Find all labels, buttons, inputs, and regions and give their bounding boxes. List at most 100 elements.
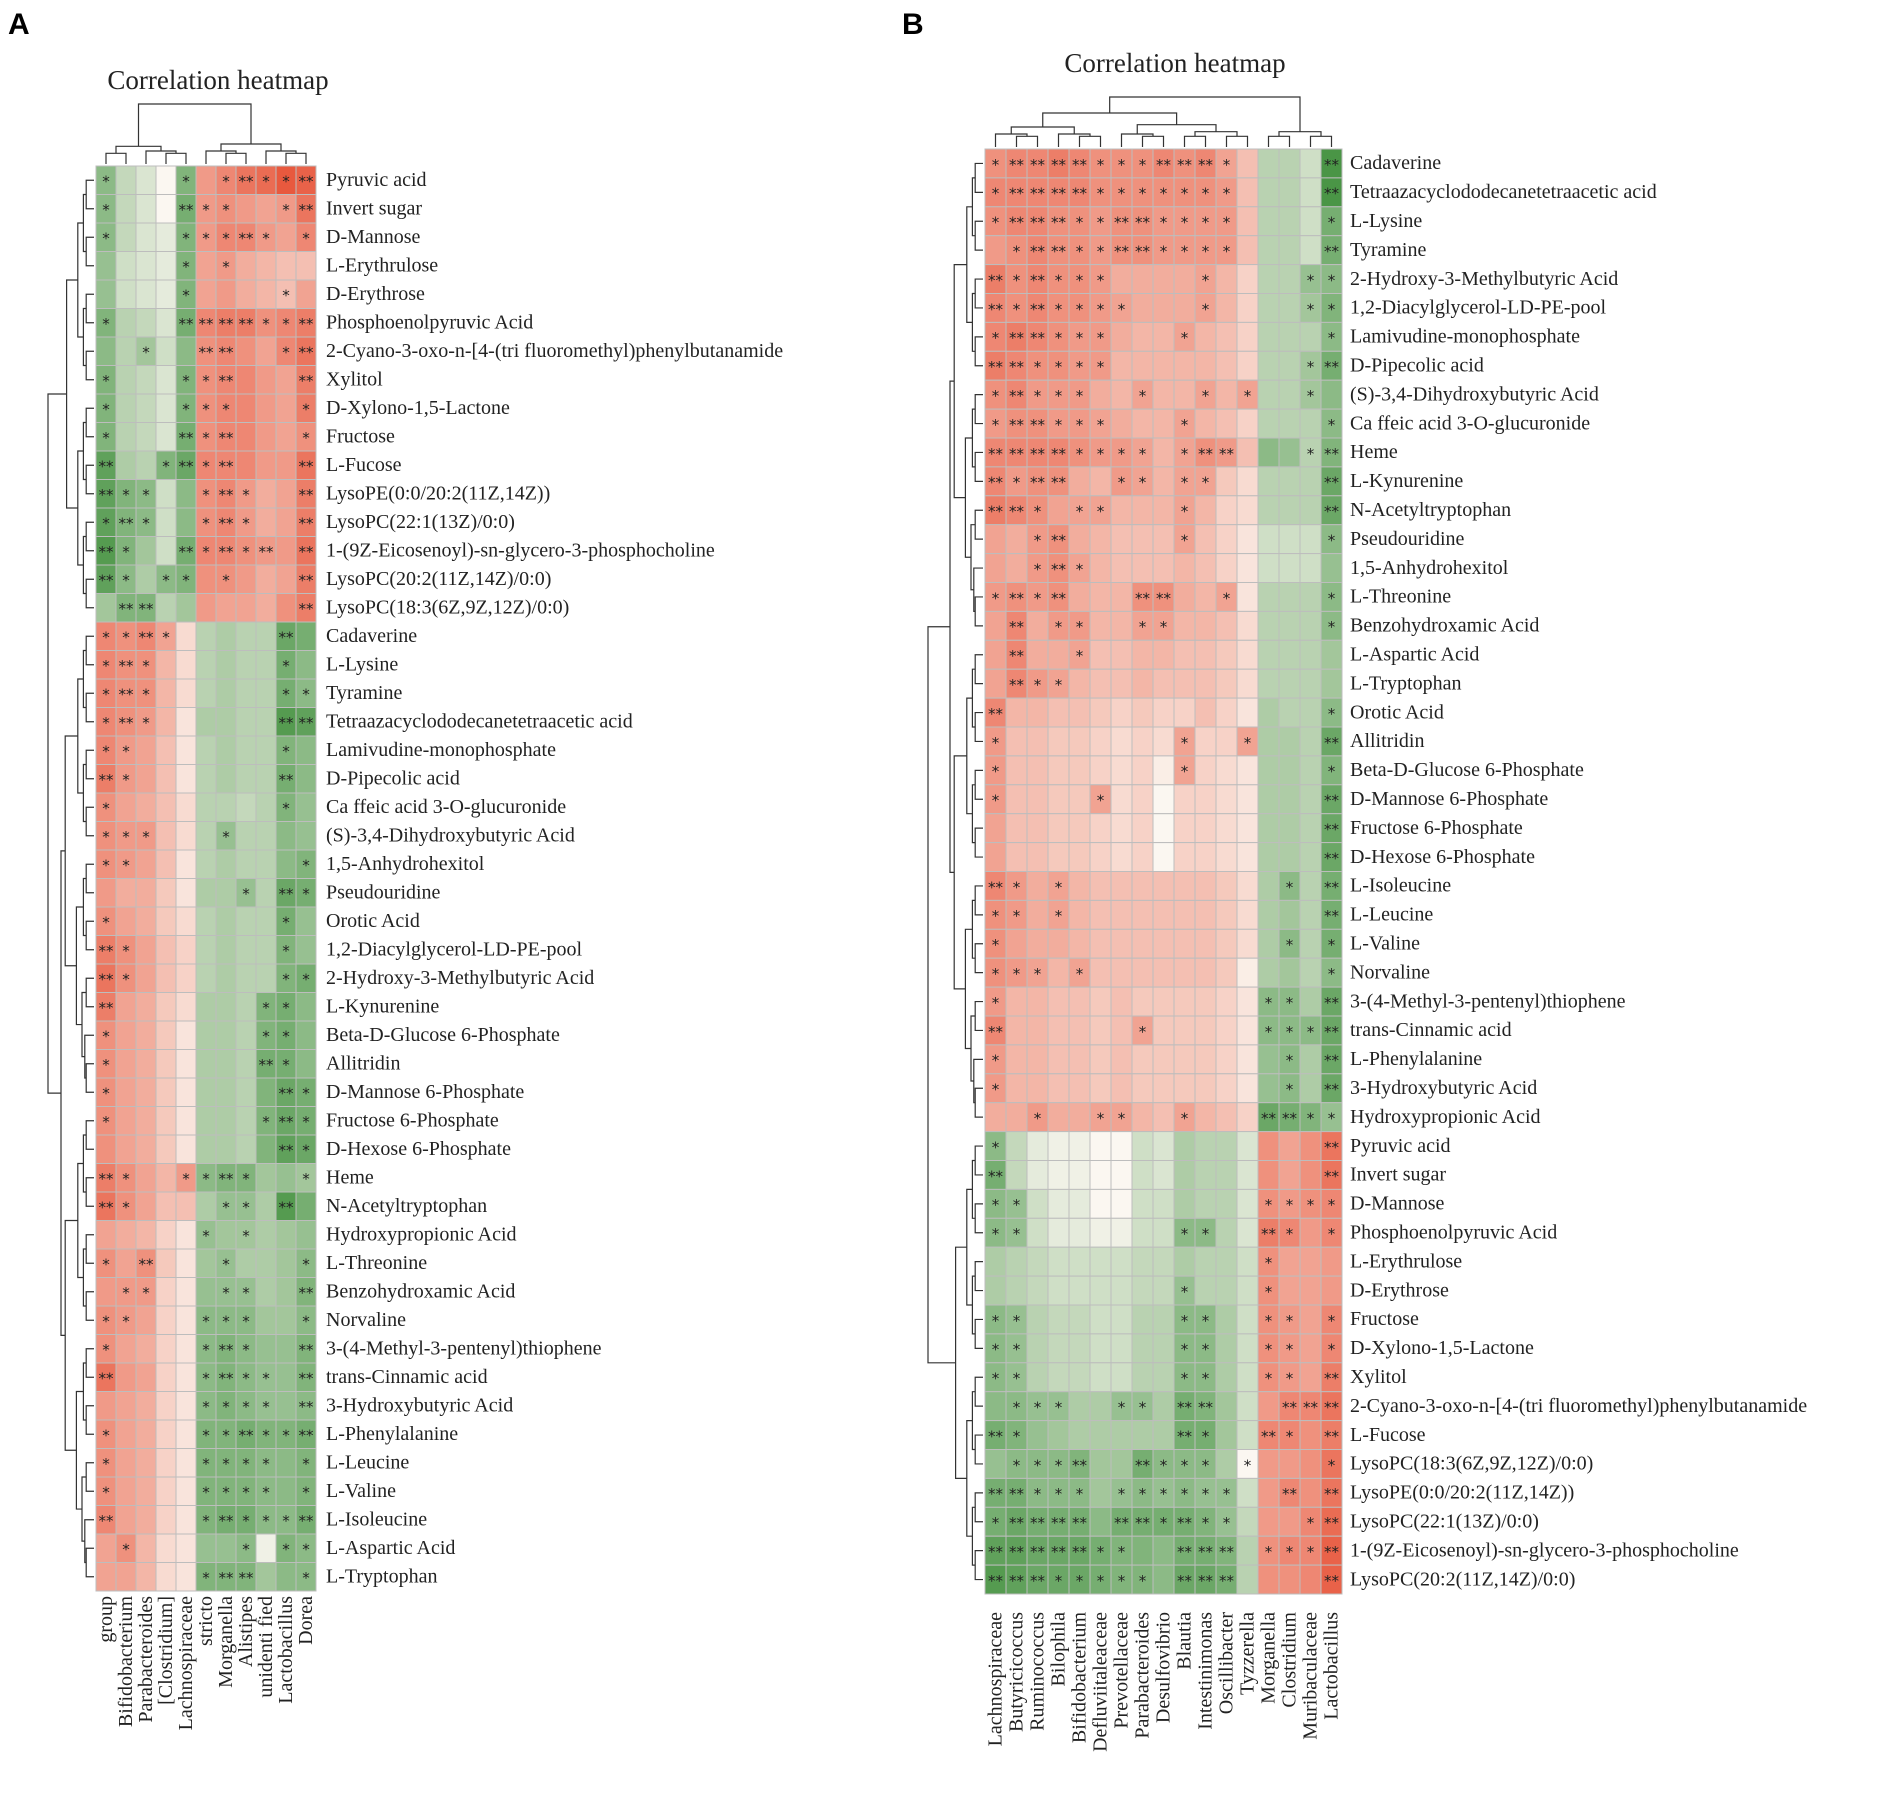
heatmap-cell <box>1026 1160 1049 1190</box>
heatmap-cell <box>1152 1131 1175 1161</box>
significance-mark: * <box>1181 503 1189 521</box>
significance-mark: * <box>202 1313 210 1331</box>
significance-mark: * <box>1286 1312 1294 1330</box>
heatmap-cell <box>115 1562 137 1592</box>
significance-mark: * <box>282 971 290 989</box>
row-dendrogram-branch <box>974 885 983 916</box>
significance-mark: ** <box>1051 156 1067 174</box>
significance-mark: * <box>1097 156 1105 174</box>
row-dendrogram-branch <box>966 1420 973 1537</box>
significance-mark: * <box>1244 387 1252 405</box>
column-dendrogram-branch <box>1194 131 1238 137</box>
heatmap-cell <box>1005 986 1028 1017</box>
significance-mark: * <box>222 173 230 191</box>
heatmap-cell <box>1257 610 1280 641</box>
heatmap-cell <box>295 1562 317 1592</box>
significance-mark: * <box>282 1427 290 1445</box>
heatmap-cell <box>1068 1044 1091 1075</box>
significance-mark: * <box>1076 560 1084 578</box>
significance-mark: * <box>1013 1341 1021 1359</box>
heatmap-cell <box>1257 842 1280 872</box>
heatmap-cell <box>1299 1246 1322 1277</box>
significance-mark: * <box>1118 1543 1126 1561</box>
heatmap-cell <box>1278 408 1301 439</box>
significance-mark: * <box>1139 1485 1147 1503</box>
heatmap-cell <box>255 1277 277 1307</box>
heatmap-cell <box>95 593 117 623</box>
row-dendrogram-branch <box>974 220 983 251</box>
heatmap-cell <box>235 764 257 794</box>
heatmap-cell <box>1047 1217 1070 1248</box>
heatmap-cell <box>1215 1044 1238 1075</box>
heatmap-cell <box>1152 466 1175 497</box>
significance-mark: ** <box>1030 214 1046 232</box>
heatmap-cell <box>1110 495 1133 526</box>
heatmap-cell <box>1236 321 1259 352</box>
heatmap-cell <box>215 650 237 680</box>
significance-mark: ** <box>219 486 235 504</box>
significance-mark: * <box>182 1170 190 1188</box>
significance-mark: * <box>302 1085 310 1103</box>
heatmap-cell <box>1278 610 1301 641</box>
heatmap-cell <box>1236 755 1259 786</box>
heatmap-cell <box>155 507 177 537</box>
heatmap-cell <box>1299 321 1322 352</box>
significance-mark: * <box>222 1284 230 1302</box>
heatmap-cell <box>1299 524 1322 555</box>
heatmap-cell <box>1257 1131 1280 1161</box>
row-label: 2-Cyano-3-oxo-n-[4-(tri fluoromethyl)phe… <box>1350 1395 1807 1417</box>
significance-mark: * <box>992 1341 1000 1359</box>
heatmap-cell <box>195 764 217 794</box>
column-dendrogram-branch <box>1015 135 1039 147</box>
significance-mark: ** <box>139 1256 155 1274</box>
significance-mark: ** <box>1051 1543 1067 1561</box>
row-label: L-Lysine <box>1350 210 1422 232</box>
row-label: Pyruvic acid <box>1350 1135 1451 1157</box>
row-dendrogram-branch <box>85 635 94 666</box>
heatmap-cell <box>1215 264 1238 295</box>
significance-mark: * <box>302 1541 310 1559</box>
column-dendrogram-branch <box>1010 126 1075 134</box>
row-dendrogram-branch <box>85 464 94 495</box>
heatmap-cell <box>1194 639 1217 670</box>
significance-mark: * <box>122 743 130 761</box>
heatmap-cell <box>175 1505 197 1535</box>
significance-mark: * <box>1202 214 1210 232</box>
heatmap-cell <box>1068 928 1091 959</box>
heatmap-cell <box>1236 928 1259 959</box>
heatmap-cell <box>175 1562 197 1592</box>
significance-mark: * <box>202 515 210 533</box>
heatmap-cell <box>1131 264 1154 295</box>
heatmap-cell <box>1026 1044 1049 1075</box>
significance-mark: * <box>992 1052 1000 1070</box>
heatmap-cell <box>135 1362 157 1392</box>
heatmap-cell <box>255 1077 277 1107</box>
heatmap-cell <box>135 1191 157 1221</box>
heatmap-cell <box>155 1106 177 1136</box>
significance-mark: * <box>992 416 1000 434</box>
heatmap-cell <box>1299 697 1322 728</box>
heatmap-cell <box>215 935 237 965</box>
significance-mark: * <box>102 828 110 846</box>
heatmap-cell <box>1299 784 1322 815</box>
significance-mark: ** <box>219 543 235 561</box>
significance-mark: * <box>1076 243 1084 261</box>
row-dendrogram-branch <box>66 279 78 509</box>
heatmap-cell <box>1152 1246 1175 1277</box>
significance-mark: ** <box>1177 1543 1193 1561</box>
significance-mark: * <box>992 965 1000 983</box>
heatmap-panel-b: Correlation heatmap* ** ** ** ** * * * ** ** ** * **… <box>927 48 1807 1752</box>
heatmap-cell <box>155 1391 177 1421</box>
column-label: Defluviitaleaceae <box>1090 1612 1112 1752</box>
significance-mark: ** <box>1051 185 1067 203</box>
heatmap-cell <box>1026 784 1049 815</box>
heatmap-cell <box>215 963 237 993</box>
heatmap-cell <box>1194 1015 1217 1046</box>
row-dendrogram-branch <box>85 407 94 438</box>
heatmap-cell <box>1173 986 1196 1017</box>
heatmap-cell <box>1257 524 1280 555</box>
heatmap-cell <box>255 621 277 651</box>
significance-mark: ** <box>1009 214 1025 232</box>
heatmap-cell <box>1236 582 1259 612</box>
row-label: L-Leucine <box>1350 904 1433 926</box>
